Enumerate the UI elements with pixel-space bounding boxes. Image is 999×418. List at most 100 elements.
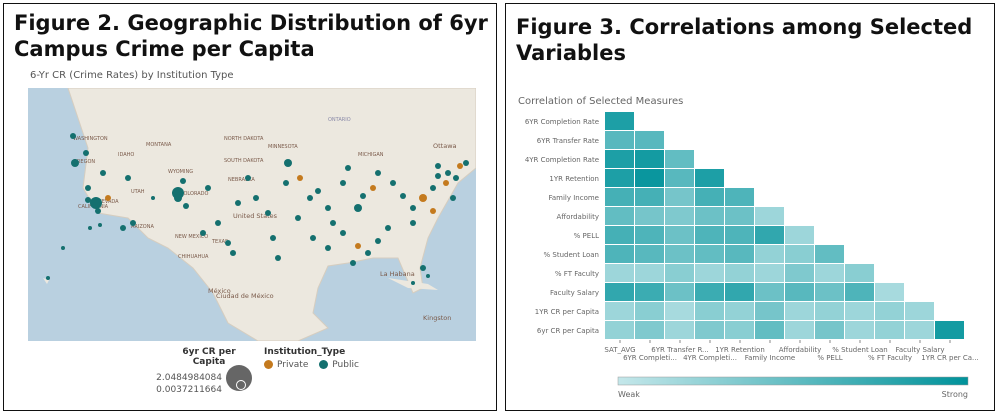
map-dot-public[interactable] — [354, 204, 362, 212]
heatmap-cell[interactable] — [605, 169, 634, 187]
map[interactable]: WASHINGTON MONTANA NORTH DAKOTA MINNESOTA ON… — [28, 87, 477, 342]
map-dot-public[interactable] — [100, 170, 106, 176]
heatmap-cell[interactable] — [815, 321, 844, 339]
heatmap-cell[interactable] — [695, 188, 724, 206]
map-dot-public[interactable] — [453, 175, 459, 181]
heatmap-cell[interactable] — [635, 131, 664, 149]
heatmap-cell[interactable] — [845, 302, 874, 320]
heatmap-cell[interactable] — [755, 302, 784, 320]
heatmap-cell[interactable] — [725, 188, 754, 206]
heatmap-cell[interactable] — [665, 302, 694, 320]
map-dot-public[interactable] — [345, 165, 351, 171]
heatmap-cell[interactable] — [695, 302, 724, 320]
map-dot-public[interactable] — [88, 226, 92, 230]
heatmap-cell[interactable] — [875, 283, 904, 301]
map-dot-public[interactable] — [330, 220, 336, 226]
map-dot-public[interactable] — [295, 215, 301, 221]
heatmap-cell[interactable] — [725, 302, 754, 320]
heatmap-cell[interactable] — [635, 207, 664, 225]
heatmap-cell[interactable] — [605, 245, 634, 263]
heatmap-cell[interactable] — [785, 264, 814, 282]
heatmap-cell[interactable] — [635, 264, 664, 282]
map-dot-public[interactable] — [375, 170, 381, 176]
heatmap-cell[interactable] — [785, 283, 814, 301]
heatmap-cell[interactable] — [755, 264, 784, 282]
map-dot-public[interactable] — [245, 175, 251, 181]
map-dot-public[interactable] — [350, 260, 356, 266]
map-dot-public[interactable] — [215, 220, 221, 226]
heatmap-cell[interactable] — [665, 169, 694, 187]
heatmap-cell[interactable] — [635, 226, 664, 244]
heatmap-cell[interactable] — [905, 321, 934, 339]
map-dot-public[interactable] — [307, 195, 313, 201]
heatmap-cell[interactable] — [755, 207, 784, 225]
heatmap-cell[interactable] — [635, 245, 664, 263]
heatmap-cell[interactable] — [785, 302, 814, 320]
map-dot-public[interactable] — [435, 163, 441, 169]
heatmap-cell[interactable] — [605, 112, 634, 130]
heatmap-cell[interactable] — [755, 226, 784, 244]
heatmap-cell[interactable] — [755, 283, 784, 301]
heatmap-cell[interactable] — [665, 188, 694, 206]
heatmap-cell[interactable] — [785, 321, 814, 339]
heatmap-cell[interactable] — [695, 321, 724, 339]
heatmap-cell[interactable] — [695, 264, 724, 282]
heatmap-cell[interactable] — [635, 283, 664, 301]
map-dot-private[interactable] — [297, 175, 303, 181]
map-dot-public[interactable] — [205, 185, 211, 191]
heatmap-cell[interactable] — [845, 264, 874, 282]
map-dot-public[interactable] — [46, 276, 50, 280]
map-dot-public[interactable] — [390, 180, 396, 186]
map-dot-public[interactable] — [420, 265, 426, 271]
heatmap-cell[interactable] — [875, 321, 904, 339]
map-dot-public[interactable] — [151, 196, 155, 200]
heatmap-cell[interactable] — [725, 321, 754, 339]
map-dot-public[interactable] — [463, 160, 469, 166]
heatmap-cell[interactable] — [635, 169, 664, 187]
map-dot-public[interactable] — [360, 193, 366, 199]
map-dot-public[interactable] — [125, 175, 131, 181]
map-dot-public[interactable] — [265, 210, 271, 216]
heatmap-cell[interactable] — [665, 150, 694, 168]
map-dot-public[interactable] — [375, 238, 381, 244]
heatmap-cell[interactable] — [605, 226, 634, 244]
heatmap-cell[interactable] — [935, 321, 964, 339]
heatmap-cell[interactable] — [635, 150, 664, 168]
heatmap-cell[interactable] — [665, 226, 694, 244]
map-dot-public[interactable] — [275, 255, 281, 261]
heatmap-cell[interactable] — [695, 245, 724, 263]
heatmap-cell[interactable] — [605, 207, 634, 225]
map-dot-public[interactable] — [315, 188, 321, 194]
map-dot-private[interactable] — [443, 180, 449, 186]
heatmap-cell[interactable] — [815, 283, 844, 301]
map-dot-public[interactable] — [95, 208, 101, 214]
map-dot-public[interactable] — [385, 225, 391, 231]
heatmap-cell[interactable] — [695, 169, 724, 187]
map-dot-public[interactable] — [410, 205, 416, 211]
heatmap-cell[interactable] — [815, 302, 844, 320]
heatmap-cell[interactable] — [665, 283, 694, 301]
heatmap-cell[interactable] — [605, 150, 634, 168]
heatmap-cell[interactable] — [605, 321, 634, 339]
map-dot-public[interactable] — [98, 223, 102, 227]
heatmap-cell[interactable] — [725, 283, 754, 301]
heatmap-cell[interactable] — [725, 207, 754, 225]
map-canvas[interactable]: WASHINGTON MONTANA NORTH DAKOTA MINNESOTA ON… — [28, 87, 477, 342]
heatmap-cell[interactable] — [725, 226, 754, 244]
map-dot-private[interactable] — [430, 208, 436, 214]
heatmap-cell[interactable] — [605, 283, 634, 301]
map-dot-public[interactable] — [83, 150, 89, 156]
map-dot-public[interactable] — [325, 245, 331, 251]
heatmap-cell[interactable] — [875, 302, 904, 320]
map-dot-public[interactable] — [61, 246, 65, 250]
map-dot-public[interactable] — [235, 200, 241, 206]
heatmap-cell[interactable] — [605, 131, 634, 149]
map-dot-private[interactable] — [370, 185, 376, 191]
map-dot-public[interactable] — [284, 159, 292, 167]
map-dot-public[interactable] — [410, 220, 416, 226]
map-dot-public[interactable] — [200, 230, 206, 236]
heatmap-cell[interactable] — [605, 264, 634, 282]
heatmap-cell[interactable] — [725, 245, 754, 263]
heatmap-cell[interactable] — [695, 283, 724, 301]
map-dot-public[interactable] — [85, 197, 91, 203]
